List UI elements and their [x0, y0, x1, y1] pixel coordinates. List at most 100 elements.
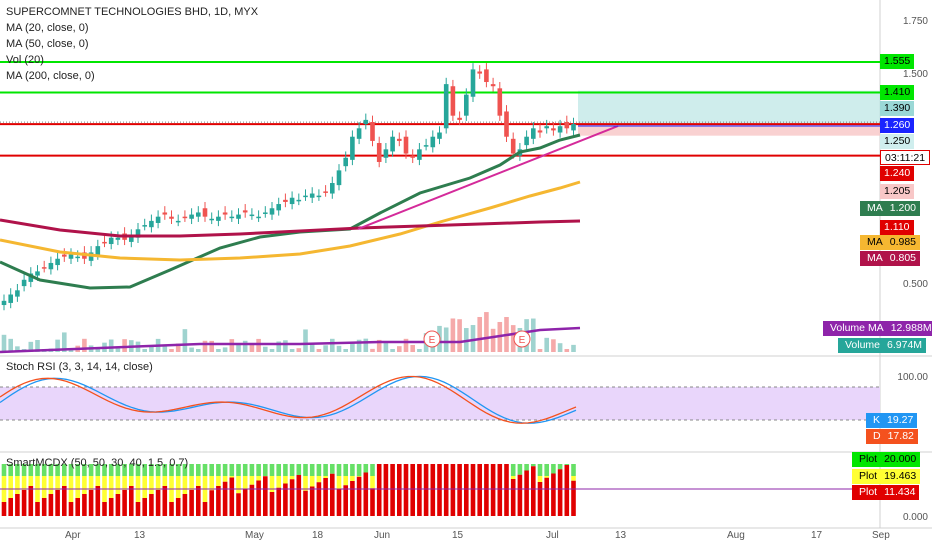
stoch-k-line: [0, 375, 577, 424]
mcdx-green-bar: [1, 464, 7, 476]
volume-bar: [276, 341, 281, 352]
candle-body: [21, 279, 27, 287]
candle-body: [309, 193, 315, 198]
mcdx-red-bar: [484, 464, 489, 516]
volume-bar: [544, 337, 549, 352]
mcdx-green-bar: [283, 464, 288, 476]
tick-0500: 0.500: [902, 279, 928, 290]
volume-bar: [289, 349, 295, 352]
mcdx-red-bar: [397, 464, 402, 516]
candle-body: [263, 212, 268, 214]
volume-bar: [242, 340, 248, 352]
volume-bar: [296, 348, 302, 352]
volume-bar: [537, 349, 543, 352]
mcdx-red-bar: [323, 478, 328, 516]
volume-bar: [216, 349, 221, 352]
level-1555-tag: 1.555: [880, 54, 915, 69]
candle-body: [443, 84, 449, 129]
volume-bar: [122, 339, 127, 352]
mcdx-yellow-bar: [129, 476, 134, 486]
volume-value: 6.974M: [887, 339, 923, 351]
mcdx-red-bar: [490, 464, 496, 516]
ma20-key: MA: [864, 201, 886, 216]
candle-body: [363, 119, 369, 125]
mcdx-green-bar: [75, 464, 80, 476]
plot2-value: 19.463: [884, 470, 917, 482]
stoch-d-line: [0, 375, 577, 424]
mcdx-red-bar: [524, 470, 529, 516]
mcdx-red-bar: [122, 490, 127, 516]
stoch-d-key: D: [873, 430, 881, 442]
mcdx-green-bar: [189, 464, 194, 476]
mcdx-yellow-bar: [303, 476, 308, 491]
candle-body: [564, 121, 570, 129]
ma200-key: MA: [867, 252, 883, 264]
candle-body: [397, 138, 402, 141]
candle-body: [450, 86, 456, 116]
mcdx-green-bar: [28, 464, 34, 476]
x-label-17: 17: [811, 530, 823, 541]
mcdx-red-bar: [68, 502, 74, 516]
mcdx-green-bar: [229, 464, 235, 476]
candle-body: [75, 256, 80, 259]
volume-bar: [356, 339, 362, 352]
level-1410-tag: 1.410: [880, 85, 915, 100]
mcdx-red-bar: [537, 482, 543, 516]
x-label-may: May: [245, 530, 264, 541]
mcdx-yellow-bar: [316, 476, 322, 483]
mcdx-yellow-bar: [350, 476, 355, 481]
volume-bar: [370, 348, 375, 352]
ma20-tag: MA 1.200: [860, 201, 921, 216]
volume-bar: [162, 344, 168, 352]
volume-bar: [202, 340, 208, 352]
tick-stoch-100: 100.00: [897, 372, 928, 383]
mcdx-green-bar: [182, 464, 188, 476]
candle-body: [303, 195, 308, 198]
mcdx-green-bar: [222, 464, 228, 476]
volume-bar: [564, 349, 570, 352]
mcdx-green-bar: [142, 464, 147, 476]
mcdx-green-bar: [336, 464, 342, 476]
earnings-marker-label: E: [429, 335, 436, 346]
volume-bar: [142, 349, 147, 352]
mcdx-yellow-bar: [209, 476, 214, 491]
candle-body: [316, 195, 322, 198]
candle-body: [551, 128, 556, 131]
mcdx-red-bar: [289, 479, 295, 516]
volume-bar: [477, 316, 482, 352]
mcdx-red-bar: [209, 490, 214, 516]
mcdx-green-bar: [41, 464, 47, 476]
ma20-value: 1.200: [889, 202, 917, 214]
mcdx-green-bar: [122, 464, 127, 476]
mcdx-green-bar: [62, 464, 67, 476]
mcdx-green-bar: [510, 464, 516, 476]
mcdx-green-bar: [316, 464, 322, 476]
candle-body: [222, 212, 228, 215]
candle-body: [510, 138, 516, 154]
volume-bar: [209, 340, 214, 352]
volume-bar: [484, 312, 489, 352]
plot3-tag: Plot 11.434: [852, 485, 920, 500]
mcdx-green-bar: [370, 464, 375, 476]
x-label-apr: Apr: [65, 530, 81, 541]
mcdx-green-bar: [242, 464, 248, 476]
mcdx-red-bar: [430, 464, 436, 516]
candle-body: [296, 199, 302, 202]
candle-body: [370, 121, 375, 141]
mcdx-red-bar: [129, 486, 134, 516]
mcdx-red-bar: [531, 466, 536, 516]
mcdx-yellow-bar: [370, 476, 375, 489]
mcdx-yellow-bar: [336, 476, 342, 490]
candle-body: [383, 149, 389, 158]
mcdx-red-bar: [35, 502, 40, 516]
last-price-tag: 1.260: [880, 118, 915, 133]
mcdx-yellow-bar: [537, 476, 543, 482]
volume-bar: [571, 344, 576, 352]
candle-body: [470, 69, 476, 97]
mcdx-red-bar: [135, 502, 141, 516]
volume-bar: [323, 345, 328, 352]
mcdx-green-bar: [108, 464, 114, 476]
mcdx-green-bar: [169, 464, 174, 476]
mcdx-yellow-bar: [571, 476, 576, 481]
